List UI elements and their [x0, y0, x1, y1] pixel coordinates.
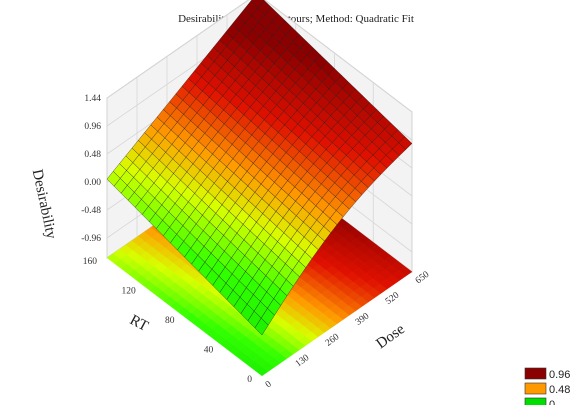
- legend-label: 0.48: [549, 384, 570, 396]
- dose-tick-label: 130: [294, 353, 312, 370]
- dose-tick-label: 520: [384, 290, 402, 307]
- z-tick-label: -0.96: [81, 234, 101, 244]
- z-tick-label: 0.00: [84, 178, 101, 188]
- response-surface: [106, 0, 413, 336]
- z-tick-label: 0.96: [84, 122, 101, 132]
- rt-tick-label: 120: [122, 286, 137, 296]
- legend-label: 0.96: [549, 369, 570, 381]
- dose-tick-label: 0: [264, 379, 274, 390]
- rt-tick-label: 80: [165, 316, 175, 326]
- legend: 0.96 0.48 0: [524, 367, 570, 405]
- dose-tick-label: 260: [324, 332, 342, 349]
- z-tick-label: -0.48: [81, 206, 101, 216]
- dose-tick-label: 390: [354, 311, 372, 328]
- z-tick-label: 1.44: [84, 94, 101, 104]
- surface-cell: [254, 317, 269, 336]
- z-axis-label: Desirability: [29, 168, 59, 241]
- rt-tick-label: 160: [83, 257, 98, 267]
- legend-swatch: [524, 367, 547, 380]
- y-axis-label: RT: [127, 312, 151, 335]
- rt-axis-ticks: 0 40 80 120 160: [83, 257, 253, 385]
- rt-tick-label: 0: [247, 375, 252, 385]
- legend-swatch: [524, 397, 547, 405]
- z-tick-label: 0.48: [84, 150, 101, 160]
- legend-swatch: [524, 382, 547, 395]
- z-axis-ticks: 1.44 0.96 0.48 0.00 -0.48 -0.96: [81, 94, 101, 244]
- wall-gridline: [106, 0, 413, 113]
- rt-tick-label: 40: [204, 345, 214, 355]
- x-axis-label: Dose: [373, 321, 408, 352]
- legend-label: 0: [549, 399, 555, 405]
- dose-tick-label: 650: [414, 270, 432, 287]
